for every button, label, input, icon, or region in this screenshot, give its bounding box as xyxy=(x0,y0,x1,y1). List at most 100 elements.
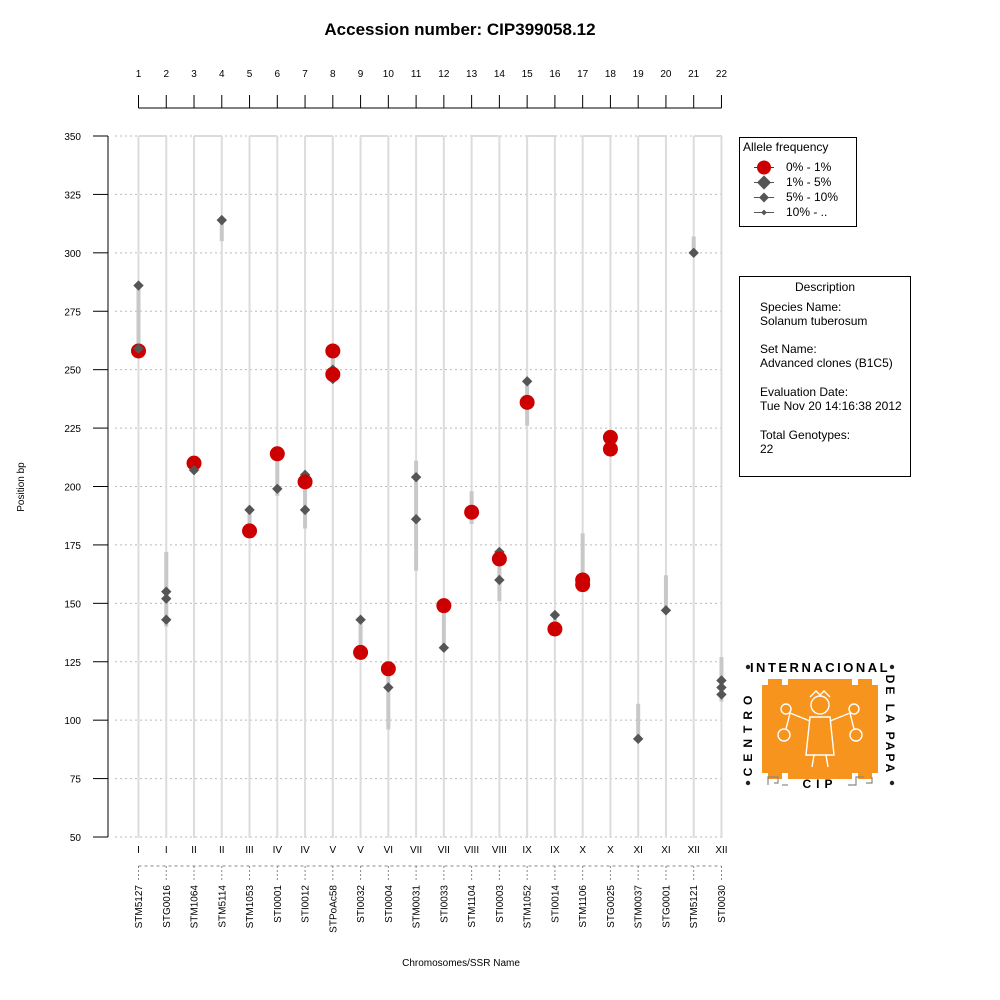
marker-tracks xyxy=(137,135,723,838)
top-tick-label: 8 xyxy=(330,69,336,80)
ssr-label: STM5114 xyxy=(217,885,228,928)
legend-symbol xyxy=(754,160,774,175)
logo-key-pattern xyxy=(767,776,873,786)
chromosome-label: IX xyxy=(522,845,532,856)
top-tick-label: 6 xyxy=(275,69,281,80)
allele-point xyxy=(547,621,563,637)
top-tick-label: 11 xyxy=(411,69,422,80)
allele-point xyxy=(632,733,644,745)
chromosome-label: VIII xyxy=(464,845,479,856)
allele-point xyxy=(519,394,535,410)
allele-point xyxy=(299,504,311,516)
y-tick-label: 300 xyxy=(64,249,81,260)
chromosome-label: I xyxy=(165,845,168,856)
ssr-label: STG0016 xyxy=(162,885,173,928)
logo-dot xyxy=(745,780,751,786)
logo-right-text: DE LA PAPA xyxy=(883,675,897,775)
allele-point xyxy=(383,682,394,693)
chromosome-label: II xyxy=(191,845,197,856)
allele-point xyxy=(242,523,258,539)
legend-label: 0% - 1% xyxy=(786,160,832,174)
allele-point xyxy=(602,441,618,457)
ssr-label: STI0014 xyxy=(550,885,561,923)
allele-point xyxy=(438,642,450,653)
ssr-label: STG0025 xyxy=(606,885,617,928)
y-tick-label: 200 xyxy=(64,483,81,494)
logo-top-text: INTERNACIONAL xyxy=(750,660,890,675)
ssr-label: STI0012 xyxy=(301,885,312,923)
legend-label: 1% - 5% xyxy=(786,175,832,189)
allele-point xyxy=(325,366,341,382)
allele-point xyxy=(491,551,507,567)
species-value: Solanum tuberosum xyxy=(760,314,868,328)
allele-point xyxy=(297,474,313,490)
ssr-label: STI0004 xyxy=(384,885,395,923)
top-tick-label: 7 xyxy=(302,69,308,80)
chromosome-label: V xyxy=(329,845,336,856)
allele-point xyxy=(521,376,533,387)
allele-point xyxy=(688,247,699,259)
allele-point xyxy=(436,598,452,614)
legend-entry: 5% - 10% xyxy=(752,190,852,205)
legend-symbol xyxy=(754,192,774,203)
allele-points xyxy=(131,214,727,745)
legend-symbol xyxy=(754,209,774,216)
top-tick-label: 21 xyxy=(688,69,700,80)
allele-point xyxy=(161,614,172,625)
allele-point xyxy=(716,689,727,700)
top-axis: 1 2 3 4 5 6 7 8 9 10 11 12 13 14 15 16 17 18 19 20 21 22 xyxy=(136,69,728,109)
allele-point xyxy=(272,483,283,495)
cip-logo: INTERNACIONAL CENTRO DE LA PAPA CIP xyxy=(741,660,897,791)
top-tick-label: 20 xyxy=(660,69,672,80)
chromosome-label: XII xyxy=(715,845,727,856)
genotypes-label: Total Genotypes: xyxy=(760,428,851,442)
ssr-label: STM0037 xyxy=(634,885,645,929)
logo-emblem xyxy=(762,679,878,779)
top-tick-label: 14 xyxy=(494,69,506,80)
allele-point xyxy=(244,504,255,516)
allele-point xyxy=(133,343,144,354)
ssr-label: STI0032 xyxy=(356,885,367,923)
top-tick-label: 2 xyxy=(163,69,169,80)
allele-point xyxy=(494,574,505,586)
chromosome-label: X xyxy=(607,845,614,856)
logo-dot xyxy=(889,664,895,670)
legend-label: 5% - 10% xyxy=(786,190,839,204)
y-tick-label: 325 xyxy=(64,190,81,201)
allele-point xyxy=(269,446,285,462)
allele-point xyxy=(575,577,591,593)
allele-point xyxy=(353,644,369,660)
top-tick-label: 22 xyxy=(716,69,728,80)
top-tick-label: 5 xyxy=(247,69,253,80)
ssr-label: STM5121 xyxy=(689,885,700,929)
logo-bottom-text: CIP xyxy=(802,777,837,791)
logo-left-text: CENTRO xyxy=(741,690,755,777)
top-tick-label: 12 xyxy=(438,69,450,80)
y-tick-label: 225 xyxy=(64,424,81,435)
chromosome-label: III xyxy=(245,845,253,856)
top-tick-label: 1 xyxy=(136,69,142,80)
y-axis-label: Position bp xyxy=(16,462,27,512)
allele-point xyxy=(410,514,422,525)
allele-point xyxy=(660,605,672,616)
chromosome-label: VI xyxy=(384,845,393,856)
ssr-label: STM1104 xyxy=(467,885,478,928)
y-tick-label: 150 xyxy=(64,599,81,610)
ssr-label: STM1106 xyxy=(578,885,589,928)
top-tick-label: 3 xyxy=(191,69,197,80)
allele-point xyxy=(410,471,422,483)
legend-entry: 1% - 5% xyxy=(752,175,852,190)
ssr-label: STI0030 xyxy=(717,885,728,923)
allele-point xyxy=(380,661,396,677)
allele-point xyxy=(549,609,561,621)
chromosome-label: XI xyxy=(661,845,670,856)
chromosome-label: IV xyxy=(300,845,310,856)
logo-dot xyxy=(745,664,751,670)
logo-dot xyxy=(889,780,895,786)
set-value: Advanced clones (B1C5) xyxy=(760,356,893,370)
chromosome-label: IV xyxy=(273,845,283,856)
top-tick-label: 18 xyxy=(605,69,617,80)
allele-point xyxy=(216,214,227,226)
allele-point xyxy=(133,280,144,291)
